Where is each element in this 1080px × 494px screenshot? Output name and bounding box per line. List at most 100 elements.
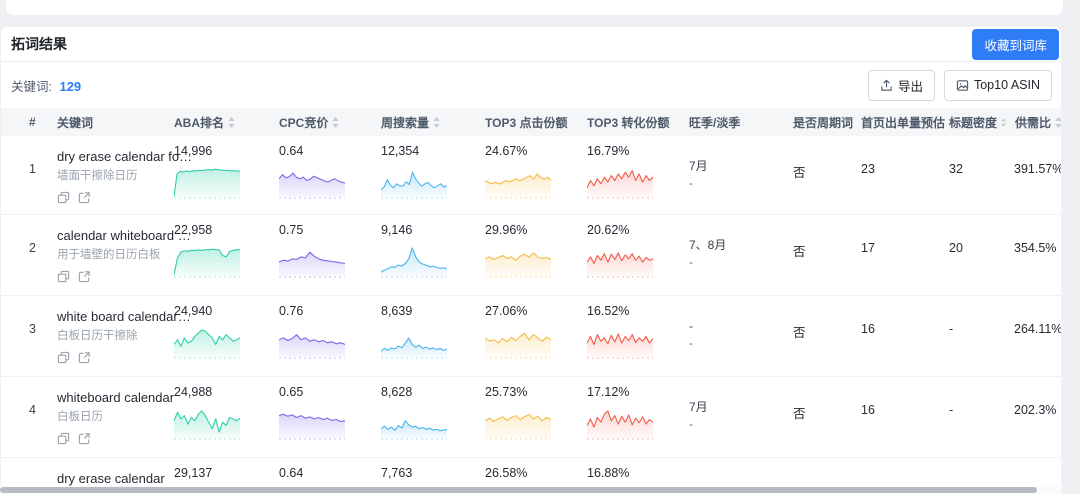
open-link-icon[interactable] <box>78 432 91 445</box>
column-header-0: # <box>1 115 49 129</box>
column-header-3[interactable]: CPC竞价 <box>271 114 373 131</box>
cell-value-aba: 29,137 <box>174 466 213 480</box>
cell-value-conversion: 17.12% <box>587 385 630 399</box>
cell-value-cpc: 0.75 <box>279 223 304 237</box>
open-link-icon[interactable] <box>78 351 91 364</box>
export-button[interactable]: 导出 <box>867 69 935 101</box>
toolbar: 关键词: 129 导出 Top10 ASIN <box>1 62 1061 108</box>
cell-value-search: 12,354 <box>381 144 420 158</box>
cell-value-aba: 22,958 <box>174 223 213 237</box>
open-link-icon[interactable] <box>78 270 91 283</box>
image-icon <box>956 79 969 91</box>
keyword-actions <box>57 270 166 283</box>
season-peak: 7月 <box>689 400 708 414</box>
cell-season: 7月 - <box>681 136 785 192</box>
column-header-label: TOP3 点击份额 <box>485 115 568 130</box>
keyword-actions <box>57 191 166 204</box>
cell-aba: 24,940 <box>166 296 271 359</box>
cell-value-cpc: 0.64 <box>279 144 304 158</box>
keyword-count-wrap: 关键词: 129 <box>11 76 81 95</box>
cell-keyword: white board calendar… 白板日历干擦除 <box>49 296 191 364</box>
cell-value-cpc: 0.65 <box>279 385 304 399</box>
cell-value-click: 26.58% <box>485 466 528 480</box>
cell-conversion: 17.12% <box>579 377 681 440</box>
season-peak: 7、8月 <box>689 238 727 252</box>
cell-cpc: 0.64 <box>271 458 373 493</box>
top10-asin-button[interactable]: Top10 ASIN <box>943 69 1052 101</box>
column-header-9[interactable]: 首页出单量预估 <box>853 114 945 131</box>
cell-is-periodic: 否 <box>793 326 806 340</box>
trend-sparkline-search <box>381 171 447 199</box>
table-row: 3 white board calendar… 白板日历干擦除 24,940 0.76 8… <box>1 296 1061 377</box>
cell-aba: 24,988 <box>166 377 271 440</box>
cell-keyword: calendar whiteboard … 用于墙壁的日历白板 <box>49 215 191 283</box>
copy-icon[interactable] <box>57 351 70 364</box>
cell-search: 8,628 <box>373 377 477 440</box>
keyword-count-label: 关键词: <box>11 79 52 94</box>
keyword-text[interactable]: dry erase calendar fo… <box>57 149 193 164</box>
cell-value-click: 27.06% <box>485 304 528 318</box>
keyword-translation: 用于墙壁的日历白板 <box>57 249 161 261</box>
table-row: 1 dry erase calendar fo… 墙面干擦除日历 14,996 0.64… <box>1 136 1061 215</box>
cell-value-conversion: 20.62% <box>587 223 630 237</box>
column-header-6: TOP3 转化份额 <box>579 114 681 131</box>
copy-icon[interactable] <box>57 191 70 204</box>
trend-sparkline-click <box>485 413 551 440</box>
sort-icon <box>332 116 340 128</box>
cell-value-search: 7,763 <box>381 466 413 480</box>
cell-index: 1 <box>29 162 36 176</box>
trend-sparkline-cpc <box>279 413 345 440</box>
cell-click: 27.06% <box>477 296 579 359</box>
horizontal-scrollbar-track[interactable] <box>0 486 1062 494</box>
table-header-row: # 关键词 ABA排名 CPC竞价 周搜索量 TOP3 点击份额 TOP3 转化份额 旺季/淡… <box>1 108 1061 136</box>
column-header-2[interactable]: ABA排名 <box>166 114 271 131</box>
cell-click: 26.58% <box>477 458 579 493</box>
cell-supply-demand: 354.5% <box>1014 241 1057 255</box>
keyword-actions <box>57 432 166 445</box>
cell-season: -- <box>681 296 785 352</box>
open-link-icon[interactable] <box>78 191 91 204</box>
table-body: 1 dry erase calendar fo… 墙面干擦除日历 14,996 0.64… <box>1 136 1061 493</box>
cell-conversion: 16.52% <box>579 296 681 359</box>
cell-keyword: whiteboard calendar 白板日历 <box>49 377 175 445</box>
copy-icon[interactable] <box>57 270 70 283</box>
cell-homepage-orders: 16 <box>861 322 875 336</box>
copy-icon[interactable] <box>57 432 70 445</box>
trend-sparkline-conversion <box>587 410 653 440</box>
trend-sparkline-search <box>381 420 447 440</box>
column-header-4[interactable]: 周搜索量 <box>373 114 477 131</box>
trend-sparkline-conversion <box>587 252 653 278</box>
cell-index: 4 <box>29 403 36 417</box>
cell-conversion: 20.62% <box>579 215 681 278</box>
cell-value-aba: 14,996 <box>174 144 213 158</box>
keyword-text[interactable]: white board calendar… <box>57 309 191 324</box>
horizontal-scrollbar-thumb[interactable] <box>0 487 1037 493</box>
cell-is-periodic: 否 <box>793 245 806 259</box>
trend-sparkline-cpc <box>279 334 345 359</box>
export-button-label: 导出 <box>897 79 923 94</box>
column-header-label: 关键词 <box>57 115 94 130</box>
column-header-label: 周搜索量 <box>381 115 430 130</box>
trend-sparkline-aba <box>174 248 240 278</box>
keyword-text[interactable]: calendar whiteboard … <box>57 228 191 243</box>
cell-value-aba: 24,988 <box>174 385 213 399</box>
keyword-translation: 白板日历 <box>57 411 103 423</box>
cell-value-click: 29.96% <box>485 223 528 237</box>
column-header-label: 供需比 <box>1015 115 1052 130</box>
column-header-label: 旺季/淡季 <box>689 115 741 130</box>
column-header-11[interactable]: 供需比 <box>1007 114 1061 131</box>
cell-homepage-orders: 17 <box>861 241 875 255</box>
cell-search: 9,146 <box>373 215 477 278</box>
cell-cpc: 0.75 <box>271 215 373 278</box>
collect-to-library-button[interactable]: 收藏到词库 <box>972 28 1059 60</box>
trend-sparkline-click <box>485 332 551 359</box>
keyword-text[interactable]: whiteboard calendar <box>57 390 175 405</box>
cell-title-density: 32 <box>949 162 963 176</box>
column-header-10[interactable]: 标题密度 <box>941 114 1007 131</box>
panel-title-bar: 拓词结果 收藏到词库 <box>1 27 1061 61</box>
cell-cpc: 0.76 <box>271 296 373 359</box>
top10-asin-button-label: Top10 ASIN <box>973 78 1040 92</box>
sort-icon <box>433 116 440 128</box>
keyword-text[interactable]: dry erase calendar <box>57 471 165 486</box>
trend-sparkline-aba <box>174 410 240 440</box>
